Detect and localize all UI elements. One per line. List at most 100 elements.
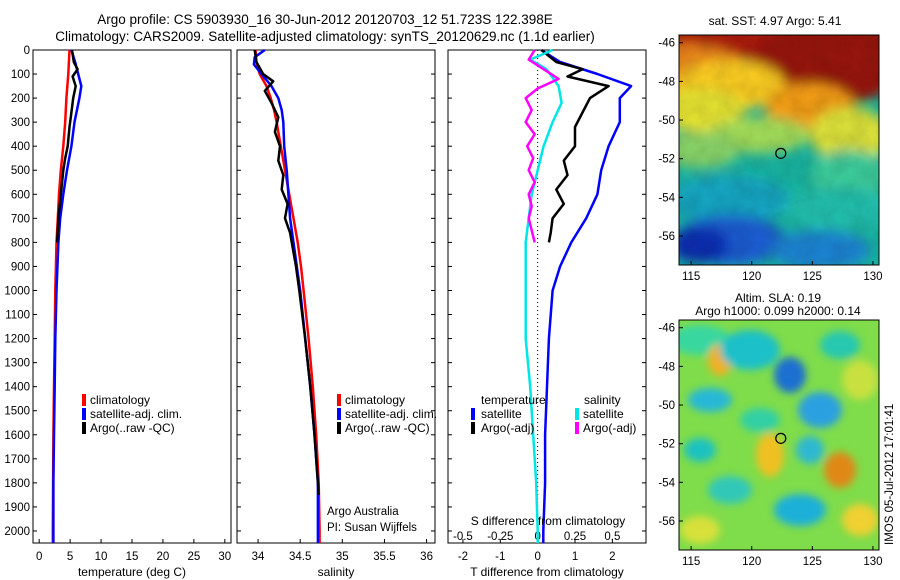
x-tick-label: 35 [336,551,349,563]
annotation-pi: PI: Susan Wijffels [327,522,417,534]
series-line [540,48,633,543]
map-x-tick-label: 130 [863,271,882,283]
legend-argo: Argo(..raw -QC) [90,421,175,435]
map-y-tick-label: -50 [658,400,675,412]
depth-tick-label: 1100 [5,310,30,322]
x-tick-label: 35.5 [373,551,395,563]
depth-tick-label: 200 [11,93,30,105]
legend-s-satellite: satellite [583,407,624,421]
map-y-tick-label: -54 [658,192,675,204]
annotation-institution: Argo Australia [327,506,399,518]
series-line [253,49,320,495]
series-line [52,49,83,543]
map-y-tick-label: -46 [658,38,675,50]
sst-map-panel: sat. SST: 4.97 Argo: 5.41 [658,14,882,283]
depth-tick-label: 2000 [4,526,30,538]
difference-axis: -2 -1 0 1 2-0.5 -0.25 0 0.25 0.5 [448,49,646,563]
altimetry-map-panel: Altim. SLA: 0.19 Argo h1000: 0.099 h2000… [658,291,896,568]
imos-stamp: IMOS 05-Jul-2012 17:01:41 [884,404,896,545]
legend-t-satellite: satellite [481,407,522,421]
x2-tick-label: 0.5 [604,531,620,543]
sst-map-title: sat. SST: 4.97 Argo: 5.41 [709,14,842,28]
legend-swatch-satellite [82,408,86,420]
altimetry-title-line1: Altim. SLA: 0.19 [735,291,821,305]
salinity-axes-box [236,49,436,544]
map-x-tick-label: 115 [682,271,700,283]
x-tick-label: 10 [95,551,108,563]
x-tick-label: 30 [218,551,231,563]
difference-axes-box [447,49,647,544]
salinity-legend: climatology satellite-adj. clim. Argo(..… [337,393,437,435]
depth-tick-label: 500 [11,165,30,177]
x-tick-label: -2 [458,551,468,563]
map-y-tick-label: -52 [658,154,675,166]
legend-climatology: climatology [90,393,150,407]
depth-tick-label: 1900 [4,502,30,514]
salinity-lines [252,48,321,543]
legend-argo: Argo(..raw -QC) [345,421,430,435]
map-y-tick-label: -48 [658,76,675,88]
map-y-tick-label: -52 [658,439,675,451]
figure-title-line1: Argo profile: CS 5903930_16 30-Jun-2012 … [97,12,553,27]
altimetry-map-axes: -46 -48 -50 -52 -54 -56 115 120 125 130 [658,323,882,568]
legend-swatch-t-argo [471,422,475,434]
x-tick-label: 0 [534,551,540,563]
series-line [540,49,610,243]
figure-title-line2: Climatology: CARS2009. Satellite-adjuste… [55,29,595,44]
map-y-tick-label: -56 [658,516,675,528]
salinity-xlabel: salinity [318,565,355,579]
temperature-legend: climatology satellite-adj. clim. Argo(..… [82,393,182,435]
legend-salinity-title: salinity [584,393,621,407]
depth-tick-label: 1600 [4,430,30,442]
map-x-tick-label: 120 [742,271,761,283]
series-line [55,49,79,243]
legend-swatch-satellite [337,408,341,420]
legend-s-argo: Argo(-adj) [583,421,636,435]
depth-tick-label: 800 [11,237,30,249]
sst-map-axes: -46 -48 -50 -52 -54 -56 115 120 125 130 [658,38,882,283]
x2-tick-label: -0.5 [453,531,473,543]
legend-satellite: satellite-adj. clim. [345,407,437,421]
legend-temperature-title: temperature [481,393,546,407]
argo-position-marker [775,432,787,444]
depth-tick-label: 1500 [4,406,30,418]
legend-climatology: climatology [345,393,405,407]
x-tick-label: 15 [126,551,139,563]
legend-swatch-s-satellite [575,408,579,420]
map-x-tick-label: 120 [742,556,761,568]
salinity-axis: 34 34.5 35 35.5 36 [237,49,435,563]
depth-tick-label: 1200 [4,334,30,346]
depth-tick-label: 100 [11,69,30,81]
salinity-diff-xlabel: S difference from climatology [471,514,626,528]
legend-satellite: satellite-adj. clim. [90,407,182,421]
temperature-x-axis: 0 5 10 15 20 25 30 [36,539,231,563]
sst-heatmap [679,35,879,265]
temperature-lines [51,49,83,543]
legend-swatch-t-satellite [471,408,475,420]
x-tick-label: 36 [420,551,433,563]
map-x-tick-label: 130 [863,556,882,568]
x-tick-label: 20 [157,551,170,563]
legend-swatch-argo [337,422,341,434]
salinity-panel: 34 34.5 35 35.5 36 climatology satellite-adj… [236,48,437,579]
difference-legend: temperature salinity satellite Argo(-adj… [471,393,636,435]
x2-tick-label: -0.25 [487,531,513,543]
legend-swatch-s-argo [575,422,579,434]
altimetry-heatmap [679,320,879,550]
depth-tick-label: 600 [11,189,30,201]
legend-swatch-argo [82,422,86,434]
temperature-xlabel: temperature (deg C) [78,565,186,579]
x-tick-label: -1 [495,551,505,563]
x-tick-label: 5 [67,551,73,563]
depth-tick-label: 1700 [4,454,30,466]
map-y-tick-label: -46 [658,323,675,335]
x-tick-label: 34.5 [289,551,311,563]
argo-position-marker [775,147,787,159]
legend-swatch-climatology [82,394,86,406]
depth-tick-label: 700 [11,213,30,225]
map-x-tick-label: 115 [682,556,700,568]
altimetry-title-line2: Argo h1000: 0.099 h2000: 0.14 [695,304,861,318]
depth-tick-label: 1300 [4,358,30,370]
sst-map-frame [678,34,880,266]
